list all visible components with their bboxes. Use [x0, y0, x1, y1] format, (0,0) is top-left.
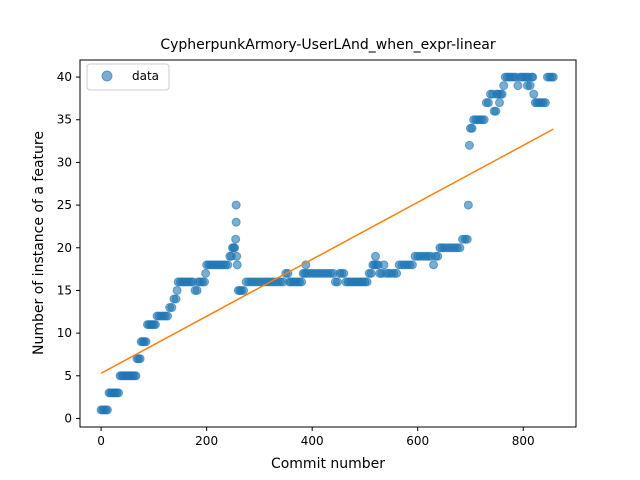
data-point	[232, 251, 242, 261]
y-axis-ticks: 0 5 10 15 20 25 30 35 40	[57, 70, 80, 425]
data-point	[362, 277, 372, 287]
data-point	[407, 260, 417, 270]
x-tick-label: 800	[512, 434, 535, 448]
data-point	[171, 294, 181, 304]
data-point	[135, 354, 145, 364]
data-point	[141, 337, 151, 347]
data-point	[297, 277, 307, 287]
data-point	[223, 260, 233, 270]
data-point	[163, 311, 173, 321]
data-point	[231, 234, 241, 244]
x-axis-label: Commit number	[271, 456, 385, 472]
y-tick-label: 5	[64, 369, 72, 383]
data-point	[499, 81, 509, 91]
data-point	[463, 200, 473, 210]
x-tick-label: 200	[195, 434, 218, 448]
data-point	[332, 277, 342, 287]
axes-frame	[79, 59, 577, 428]
linear-fit-line	[100, 128, 554, 374]
data-point	[231, 217, 241, 227]
y-tick-label: 15	[57, 283, 72, 297]
data-point	[231, 200, 241, 210]
data-point	[192, 285, 202, 295]
data-point	[370, 251, 380, 261]
data-point	[114, 388, 124, 398]
data-point	[379, 260, 389, 270]
legend-box	[86, 63, 170, 91]
data-point	[548, 72, 558, 82]
y-tick-label: 20	[57, 241, 72, 255]
data-point	[239, 285, 249, 295]
x-tick-label: 600	[406, 434, 429, 448]
plot-area	[96, 72, 558, 415]
y-tick-label: 25	[57, 198, 72, 212]
x-axis-ticks: 0 200 400 600 800	[97, 427, 535, 448]
data-point	[366, 268, 376, 278]
data-point	[339, 268, 349, 278]
legend-label-data: data	[132, 69, 159, 83]
data-point	[529, 89, 539, 99]
data-point	[479, 115, 489, 125]
legend-marker	[101, 70, 113, 82]
data-point	[525, 81, 535, 91]
data-point	[131, 371, 141, 381]
legend: data	[86, 63, 170, 91]
data-point	[172, 285, 182, 295]
data-point	[497, 89, 507, 99]
data-point	[491, 106, 501, 116]
data-point	[540, 98, 550, 108]
data-point	[462, 234, 472, 244]
data-point	[513, 81, 523, 91]
data-point	[483, 98, 493, 108]
data-point	[201, 268, 211, 278]
data-point	[455, 243, 465, 253]
data-point	[464, 140, 474, 150]
data-point	[467, 123, 477, 133]
chart-title: CypherpunkArmory-UserLAnd_when_expr-line…	[160, 37, 496, 53]
y-axis-label: Number of instance of a feature	[31, 131, 47, 355]
data-point	[232, 260, 242, 270]
data-point	[102, 405, 112, 415]
x-tick-label: 0	[97, 434, 105, 448]
x-tick-label: 400	[301, 434, 324, 448]
y-tick-label: 40	[57, 70, 72, 84]
data-point	[150, 320, 160, 330]
data-point	[167, 303, 177, 313]
y-tick-label: 30	[57, 155, 72, 169]
data-point	[528, 72, 538, 82]
data-point	[200, 277, 210, 287]
data-point	[433, 251, 443, 261]
data-series	[96, 72, 558, 415]
data-point	[429, 260, 439, 270]
y-tick-label: 10	[57, 326, 72, 340]
data-point	[230, 243, 240, 253]
data-point	[392, 268, 402, 278]
data-point	[494, 98, 504, 108]
y-tick-label: 0	[64, 411, 72, 425]
y-tick-label: 35	[57, 113, 72, 127]
